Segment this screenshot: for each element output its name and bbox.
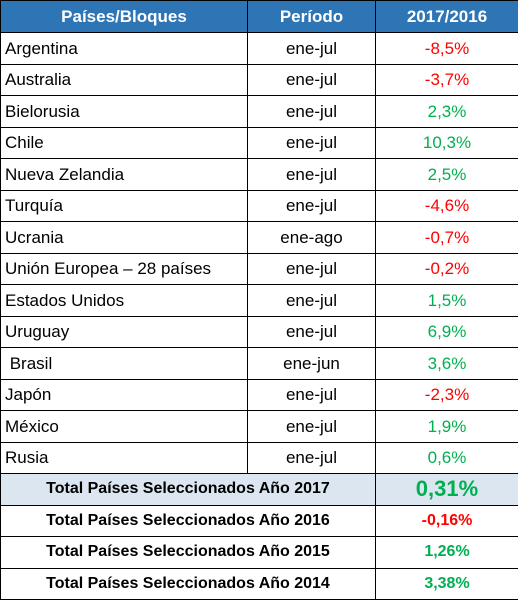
table-row: Brasil ene-jun 3,6% xyxy=(0,347,518,380)
total-label: Total Países Seleccionados Año 2015 xyxy=(0,536,376,569)
table-row: Nueva Zelandia ene-jul 2,5% xyxy=(0,158,518,191)
change-cell: 1,9% xyxy=(375,410,518,443)
table-row: Rusia ene-jul 0,6% xyxy=(0,441,518,474)
change-cell: -4,6% xyxy=(375,189,518,222)
country-cell: Ucrania xyxy=(0,221,248,254)
country-cell: Australia xyxy=(0,63,248,96)
period-cell: ene-jun xyxy=(247,347,376,380)
period-cell: ene-jul xyxy=(247,189,376,222)
total-row-2017: Total Países Seleccionados Año 2017 0,31… xyxy=(0,473,518,506)
table-row: Uruguay ene-jul 6,9% xyxy=(0,315,518,348)
change-cell: 6,9% xyxy=(375,315,518,348)
header-change: 2017/2016 xyxy=(375,0,518,33)
country-cell: Rusia xyxy=(0,441,248,474)
table-row: Ucrania ene-ago -0,7% xyxy=(0,221,518,254)
country-cell: Estados Unidos xyxy=(0,284,248,317)
country-cell: Japón xyxy=(0,378,248,411)
change-cell: 10,3% xyxy=(375,126,518,159)
table-row: Unión Europea – 28 países ene-jul -0,2% xyxy=(0,252,518,285)
period-cell: ene-jul xyxy=(247,32,376,65)
total-label: Total Países Seleccionados Año 2017 xyxy=(0,473,376,506)
total-row-2015: Total Países Seleccionados Año 2015 1,26… xyxy=(0,536,518,569)
period-cell: ene-ago xyxy=(247,221,376,254)
country-cell: Brasil xyxy=(0,347,248,380)
total-row-2014: Total Países Seleccionados Año 2014 3,38… xyxy=(0,567,518,600)
country-cell: Turquía xyxy=(0,189,248,222)
period-cell: ene-jul xyxy=(247,315,376,348)
total-label: Total Países Seleccionados Año 2014 xyxy=(0,567,376,600)
change-cell: 3,6% xyxy=(375,347,518,380)
period-cell: ene-jul xyxy=(247,158,376,191)
country-cell: Bielorusia xyxy=(0,95,248,128)
total-value: 1,26% xyxy=(375,536,518,569)
period-cell: ene-jul xyxy=(247,252,376,285)
period-cell: ene-jul xyxy=(247,410,376,443)
table-row: Japón ene-jul -2,3% xyxy=(0,378,518,411)
change-cell: -0,7% xyxy=(375,221,518,254)
table-row: Argentina ene-jul -8,5% xyxy=(0,32,518,65)
period-cell: ene-jul xyxy=(247,441,376,474)
change-cell: 2,5% xyxy=(375,158,518,191)
change-cell: -0,2% xyxy=(375,252,518,285)
country-cell: Uruguay xyxy=(0,315,248,348)
change-cell: 2,3% xyxy=(375,95,518,128)
change-cell: 0,6% xyxy=(375,441,518,474)
total-value: -0,16% xyxy=(375,504,518,537)
country-cell: Argentina xyxy=(0,32,248,65)
country-cell: Nueva Zelandia xyxy=(0,158,248,191)
table-row: México ene-jul 1,9% xyxy=(0,410,518,443)
period-cell: ene-jul xyxy=(247,63,376,96)
total-row-2016: Total Países Seleccionados Año 2016 -0,1… xyxy=(0,504,518,537)
country-cell: Unión Europea – 28 países xyxy=(0,252,248,285)
header-period: Período xyxy=(247,0,376,33)
period-cell: ene-jul xyxy=(247,284,376,317)
change-cell: -8,5% xyxy=(375,32,518,65)
period-cell: ene-jul xyxy=(247,378,376,411)
total-value: 0,31% xyxy=(375,473,518,506)
change-cell: 1,5% xyxy=(375,284,518,317)
country-cell: Chile xyxy=(0,126,248,159)
period-cell: ene-jul xyxy=(247,95,376,128)
change-cell: -2,3% xyxy=(375,378,518,411)
total-value: 3,38% xyxy=(375,567,518,600)
country-cell: México xyxy=(0,410,248,443)
table-row: Bielorusia ene-jul 2,3% xyxy=(0,95,518,128)
header-country: Países/Bloques xyxy=(0,0,248,33)
table-row: Chile ene-jul 10,3% xyxy=(0,126,518,159)
table-row: Turquía ene-jul -4,6% xyxy=(0,189,518,222)
change-cell: -3,7% xyxy=(375,63,518,96)
table-header-row: Países/Bloques Período 2017/2016 xyxy=(0,0,518,33)
table-row: Estados Unidos ene-jul 1,5% xyxy=(0,284,518,317)
table-row: Australia ene-jul -3,7% xyxy=(0,63,518,96)
period-cell: ene-jul xyxy=(247,126,376,159)
total-label: Total Países Seleccionados Año 2016 xyxy=(0,504,376,537)
